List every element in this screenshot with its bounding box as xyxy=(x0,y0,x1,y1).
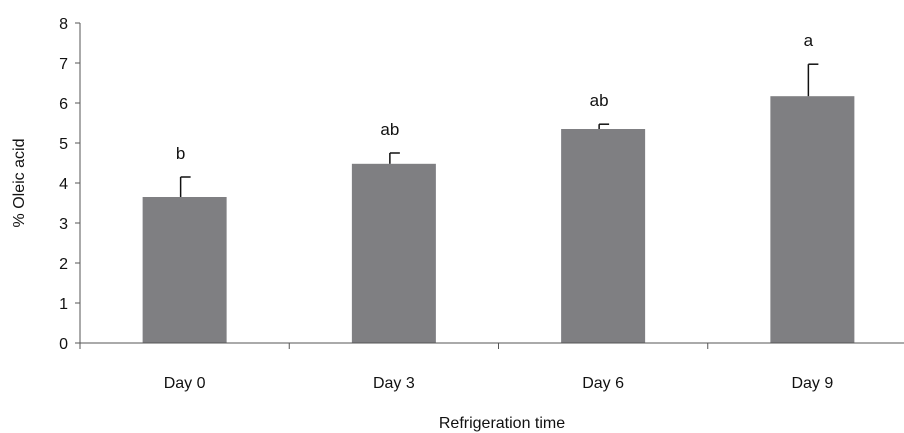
y-axis-ticks: 0 1 2 3 4 5 6 7 8 xyxy=(59,16,80,353)
y-tick-label: 3 xyxy=(59,216,68,233)
x-tick-label: Day 0 xyxy=(164,375,206,392)
bar xyxy=(770,96,855,343)
x-tick-label: Day 3 xyxy=(373,375,415,392)
x-tick-label: Day 6 xyxy=(582,375,624,392)
significance-label: ab xyxy=(590,91,609,110)
y-axis-title: % Oleic acid xyxy=(11,139,28,228)
y-tick-label: 0 xyxy=(59,336,68,353)
y-tick-label: 8 xyxy=(59,16,68,33)
axes xyxy=(79,23,904,344)
significance-label: b xyxy=(176,144,185,163)
y-tick-label: 7 xyxy=(59,56,68,73)
y-tick-label: 6 xyxy=(59,96,68,113)
x-axis-title: Refrigeration time xyxy=(439,415,565,432)
bars xyxy=(142,96,855,343)
y-tick-label: 4 xyxy=(59,176,68,193)
bar xyxy=(561,129,646,343)
x-axis-ticks: Day 0 Day 3 Day 6 Day 9 xyxy=(79,343,833,392)
error-bars xyxy=(179,63,819,197)
x-tick-label: Day 9 xyxy=(791,375,833,392)
significance-label: a xyxy=(804,31,814,50)
y-tick-label: 5 xyxy=(59,136,68,153)
bar xyxy=(351,163,436,343)
bar xyxy=(142,197,227,343)
significance-labels: b ab ab a xyxy=(176,31,814,163)
y-tick-label: 1 xyxy=(59,296,68,313)
significance-label: ab xyxy=(380,120,399,139)
y-tick-label: 2 xyxy=(59,256,68,273)
